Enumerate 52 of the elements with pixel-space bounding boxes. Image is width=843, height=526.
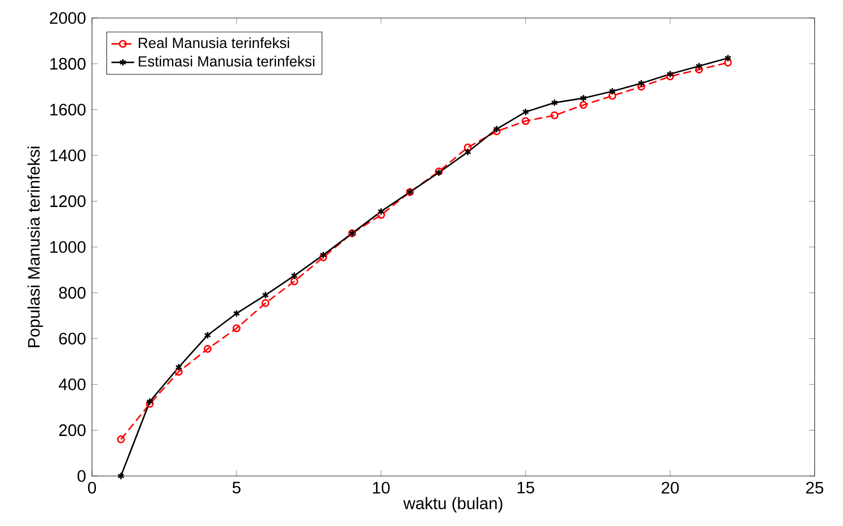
point [175, 363, 182, 372]
point [233, 309, 240, 318]
point [492, 127, 501, 136]
point [464, 148, 472, 156]
x-tick-label: 25 [806, 482, 824, 494]
point [262, 299, 270, 308]
y-tick-label: 1400 [50, 150, 86, 162]
point [378, 208, 385, 216]
legend-label: Real Manusia terinfeksi [138, 37, 290, 48]
point [608, 92, 616, 100]
point [579, 101, 588, 109]
y-axis-title: Populasi Manusia terinfeksi [28, 146, 44, 348]
y-tick-label: 400 [58, 378, 86, 390]
point [116, 435, 125, 444]
point [320, 251, 327, 259]
point [724, 58, 732, 67]
y-tick-label: 0 [78, 470, 86, 482]
point [580, 94, 587, 102]
y-tick-label: 2000 [50, 12, 86, 24]
point [493, 125, 500, 133]
point [550, 111, 558, 120]
point [262, 291, 269, 300]
point [204, 344, 212, 353]
point [638, 79, 645, 88]
point [464, 143, 472, 152]
x-tick-label: 5 [232, 482, 240, 494]
point [522, 117, 530, 125]
y-tick-label: 1800 [50, 58, 86, 70]
x-tick-label: 0 [88, 482, 96, 494]
y-tick-label: 600 [59, 332, 86, 345]
y-tick-label: 800 [59, 286, 86, 299]
y-tick-label: 1600 [50, 104, 86, 116]
x-tick-label: 10 [373, 482, 390, 494]
point [290, 277, 298, 286]
x-tick-label: 20 [662, 482, 679, 494]
point [695, 66, 703, 74]
x-axis-title: waktu (bulan) [403, 496, 502, 513]
point [608, 87, 616, 96]
x-tick-label: 15 [518, 482, 534, 494]
point [696, 62, 703, 70]
point [522, 108, 530, 116]
point [637, 82, 646, 91]
y-tick-label: 1000 [50, 241, 86, 253]
point [232, 324, 240, 332]
point [174, 368, 183, 376]
point [290, 272, 298, 280]
y-tick-label: 1200 [50, 195, 86, 208]
point [551, 98, 558, 107]
point [204, 331, 212, 340]
y-tick-label: 200 [59, 424, 86, 436]
legend-label: Estimasi Manusia terinfeksi [138, 56, 314, 67]
point [319, 253, 328, 262]
